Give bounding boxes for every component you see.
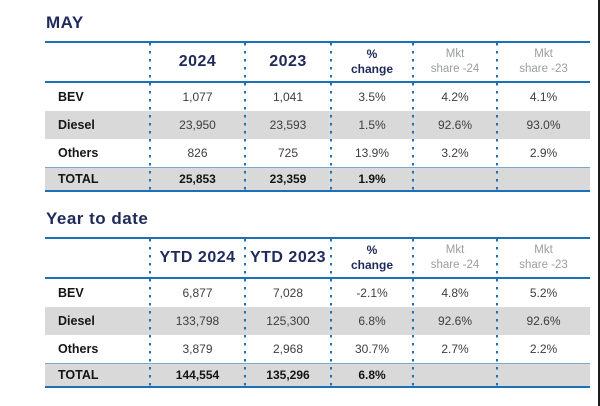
year-to-date-table: YTD 2024 YTD 2023% change Mkt share -24 Mkt sh…: [45, 237, 590, 388]
value-cell: 1.9%: [358, 172, 386, 186]
section-may: MAY 2024 2023% change Mkt share -24 Mkt share …: [45, 13, 590, 192]
value-cell: 4.2%: [441, 90, 469, 104]
value-cell: 92.6%: [437, 118, 473, 132]
header-label-line: Mkt: [534, 48, 553, 60]
header-cell: YTD 2024: [150, 249, 245, 267]
value-cell: 3.2%: [441, 146, 469, 160]
table-row-diesel: Diesel 23,950 23,593 1.5% 92.6% 93.0%: [45, 111, 590, 139]
value-cell: 2.7%: [441, 342, 469, 356]
header-cell: YTD 2023: [245, 249, 331, 267]
value-cell: 1,077: [182, 90, 213, 104]
header-label-line: Mkt: [445, 244, 465, 256]
section-title-may: MAY: [46, 13, 84, 32]
total-separator-line: [45, 167, 590, 168]
header-label-line: Mkt: [445, 48, 465, 60]
table-header-row: 2024 2023% change Mkt share -24 Mkt share -23: [45, 43, 590, 83]
section-title-year-to-date: Year to date: [46, 209, 149, 228]
section-year-to-date: Year to date YTD 2024 YTD 2023% change Mkt s…: [45, 209, 590, 388]
header-label-line: share -23: [519, 259, 568, 271]
value-cell: 135,296: [266, 368, 310, 382]
header-cell: % change: [331, 243, 413, 273]
value-cell: 4.8%: [441, 286, 469, 300]
header-label-line: Mkt: [534, 244, 553, 256]
header-label-line: share -24: [430, 63, 480, 75]
value-cell: 3.5%: [358, 90, 386, 104]
dotted-column-divider: [412, 43, 414, 192]
header-label-line: YTD 2024: [159, 249, 236, 266]
value-cell: 2.9%: [529, 146, 558, 160]
row-label: BEV: [58, 286, 84, 300]
value-cell: 92.6%: [526, 314, 561, 328]
header-label-line: 2023: [269, 53, 307, 70]
value-cell: 93.0%: [526, 118, 561, 132]
table-row-total: TOTAL 144,554 135,296 6.8%: [45, 364, 590, 388]
value-cell: 6.8%: [358, 368, 386, 382]
header-cell: Mkt share -24: [413, 243, 497, 273]
header-cell: Mkt share -23: [497, 243, 590, 273]
header-cell: Mkt share -24: [413, 47, 497, 77]
value-cell: 4.1%: [529, 90, 558, 104]
table-row-bev: BEV 6,877 7,028 -2.1% 4.8% 5.2%: [45, 279, 590, 307]
value-cell: 2.2%: [529, 342, 558, 356]
value-cell: 125,300: [266, 314, 310, 328]
dotted-column-divider: [496, 43, 498, 192]
value-cell: 2,968: [272, 342, 304, 356]
table-row-bev: BEV 1,077 1,041 3.5% 4.2% 4.1%: [45, 83, 590, 111]
header-label-line: %: [366, 47, 378, 61]
value-cell: 23,359: [269, 172, 307, 186]
header-cell: Mkt share -23: [497, 47, 590, 77]
header-cell: 2024: [150, 53, 245, 71]
value-cell: 6.8%: [358, 314, 386, 328]
header-cell: % change: [331, 47, 413, 77]
header-label-line: 2024: [178, 53, 217, 70]
dotted-column-divider: [412, 239, 414, 388]
row-label: TOTAL: [58, 368, 99, 382]
value-cell: 3,879: [182, 342, 213, 356]
value-cell: 133,798: [175, 314, 220, 328]
table-row-diesel: Diesel 133,798 125,300 6.8% 92.6% 92.6%: [45, 307, 590, 335]
table-row-others: Others 826 725 13.9% 3.2% 2.9%: [45, 139, 590, 167]
value-cell: 1,041: [272, 90, 304, 104]
table-header-row: YTD 2024 YTD 2023% change Mkt share -24 Mkt sh…: [45, 239, 590, 279]
dotted-column-divider: [244, 43, 246, 192]
header-label-line: %: [366, 243, 378, 257]
row-label: Others: [58, 146, 99, 160]
header-label-line: change: [350, 258, 393, 272]
header-label-line: share -23: [519, 63, 568, 75]
value-cell: 92.6%: [437, 314, 473, 328]
value-cell: 6,877: [182, 286, 213, 300]
value-cell: 826: [187, 146, 208, 160]
header-label-line: change: [350, 62, 393, 76]
total-separator-line: [45, 363, 590, 364]
dotted-column-divider: [244, 239, 246, 388]
row-label: Diesel: [58, 314, 95, 328]
row-label: BEV: [58, 90, 84, 104]
dotted-column-divider: [149, 43, 151, 192]
value-cell: 25,853: [179, 172, 216, 186]
header-label-line: YTD 2023: [249, 249, 327, 266]
row-label: Others: [58, 342, 99, 356]
value-cell: 23,950: [179, 118, 216, 132]
value-cell: 144,554: [175, 368, 220, 382]
header-label-line: share -24: [430, 259, 480, 271]
value-cell: 7,028: [272, 286, 304, 300]
may-table: 2024 2023% change Mkt share -24 Mkt share -23 B…: [45, 41, 590, 192]
dotted-column-divider: [330, 43, 332, 192]
header-cell: 2023: [245, 53, 331, 71]
value-cell: 13.9%: [354, 146, 390, 160]
value-cell: 23,593: [269, 118, 307, 132]
dotted-column-divider: [149, 239, 151, 388]
row-label: Diesel: [58, 118, 95, 132]
value-cell: 30.7%: [354, 342, 390, 356]
row-label: TOTAL: [58, 172, 99, 186]
dotted-column-divider: [330, 239, 332, 388]
table-row-others: Others 3,879 2,968 30.7% 2.7% 2.2%: [45, 335, 590, 363]
value-cell: 725: [277, 146, 299, 160]
value-cell: 1.5%: [358, 118, 386, 132]
dotted-column-divider: [496, 239, 498, 388]
value-cell: -2.1%: [356, 286, 388, 300]
table-row-total: TOTAL 25,853 23,359 1.9%: [45, 168, 590, 192]
value-cell: 5.2%: [529, 286, 558, 300]
